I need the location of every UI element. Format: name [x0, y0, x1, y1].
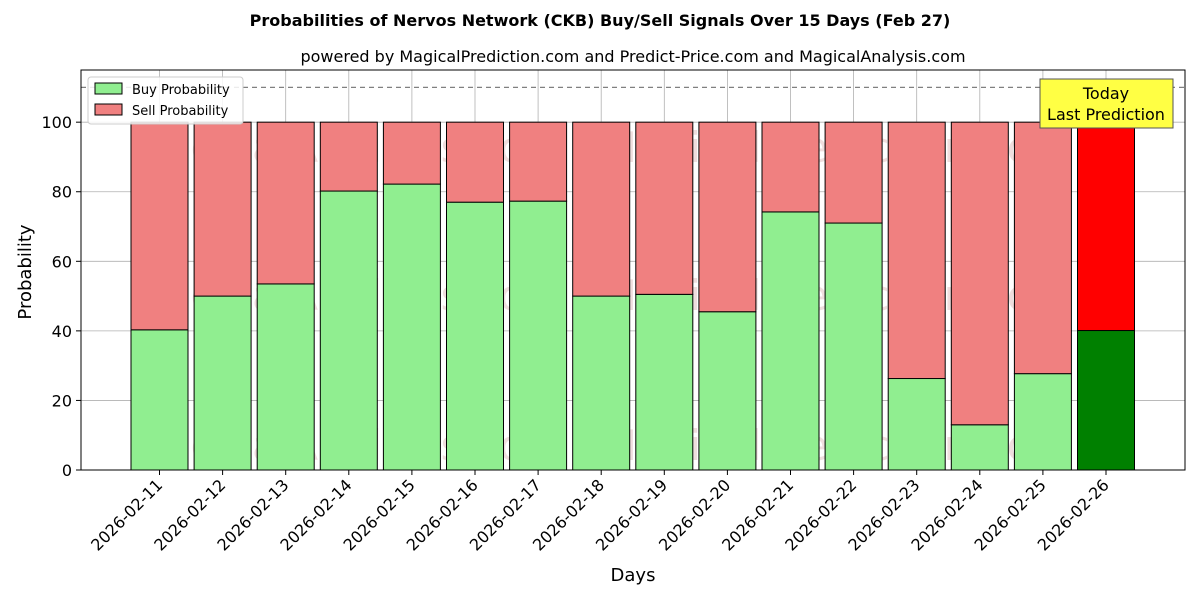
y-tick-label: 0 [62, 461, 72, 480]
bar-buy [824, 222, 883, 471]
bar-sell [824, 121, 883, 224]
bar-buy [446, 201, 504, 471]
bar-buy [761, 211, 820, 471]
bar-buy [193, 295, 252, 471]
plot-frame [80, 69, 1186, 471]
legend-label-buy: Buy Probability [132, 83, 230, 98]
legend-swatch-sell [94, 103, 123, 116]
y-tick-label: 100 [41, 113, 72, 132]
legend-swatch-buy [94, 82, 123, 95]
bar-buy [1077, 330, 1135, 471]
legend: Buy Probability Sell Probability [87, 76, 244, 125]
y-tick-label: 20 [52, 391, 72, 410]
x-axis-label: Days [611, 565, 656, 586]
bar-buy [887, 378, 946, 471]
bar-sell [319, 121, 378, 192]
chart-title: Probabilities of Nervos Network (CKB) Bu… [250, 11, 951, 30]
bar-buy [572, 295, 631, 471]
bar-sell [1077, 121, 1135, 332]
bar-buy [319, 190, 378, 471]
today-annotation: Today Last Prediction [1039, 78, 1174, 129]
bar-sell [572, 121, 631, 297]
y-tick-label: 80 [52, 183, 72, 202]
annotation-box [1039, 78, 1174, 129]
bar-buy [256, 283, 315, 471]
bar-sell [635, 121, 694, 295]
bar-buy [950, 424, 1009, 471]
bar-buy [382, 183, 441, 471]
bar-sell [950, 121, 1009, 426]
bar-sell [446, 121, 504, 203]
bar-sell [256, 121, 315, 285]
bar-sell [698, 121, 757, 313]
bar-sell [1013, 121, 1072, 375]
bar-buy [698, 311, 757, 471]
bar-sell [382, 121, 441, 185]
bar-buy [509, 200, 568, 471]
bar-buy [130, 329, 189, 471]
bar-sell [193, 121, 252, 297]
annotation-line-today: Today [1082, 84, 1129, 103]
y-tick-label: 60 [52, 252, 72, 271]
y-tick-label: 40 [52, 322, 72, 341]
bar-sell [887, 121, 946, 380]
bar-sell [761, 121, 820, 213]
bars-layer [130, 121, 1135, 471]
legend-frame [87, 76, 244, 125]
chart-subtitle: powered by MagicalPrediction.com and Pre… [300, 47, 965, 66]
bar-sell [130, 121, 189, 331]
annotation-line-last-prediction: Last Prediction [1047, 105, 1165, 124]
bar-sell [509, 121, 568, 202]
legend-label-sell: Sell Probability [132, 104, 229, 119]
bar-buy [1013, 373, 1072, 471]
bar-buy [635, 293, 694, 471]
y-axis-label: Probability [15, 224, 36, 319]
